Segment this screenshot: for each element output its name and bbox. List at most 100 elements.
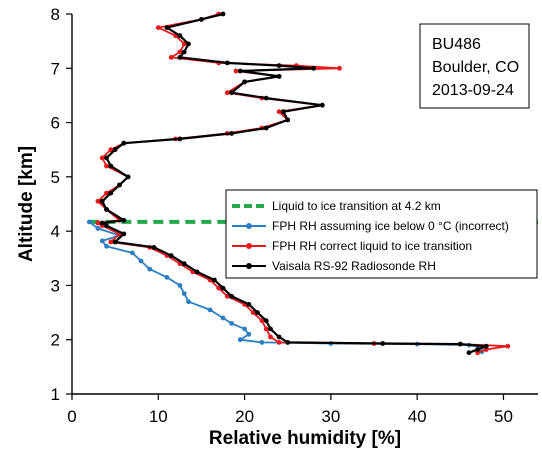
data-point	[268, 326, 273, 332]
data-point	[147, 266, 153, 272]
data-point	[319, 102, 325, 108]
legend-item: FPH RH assuming ice below 0 °C (incorrec…	[232, 219, 509, 233]
data-point	[259, 318, 265, 324]
data-point	[242, 326, 248, 332]
legend-label: FPH RH assuming ice below 0 °C (incorrec…	[272, 219, 509, 233]
legend-marker	[246, 223, 252, 229]
data-point	[237, 68, 243, 74]
y-axis-title: Altitude [km]	[16, 146, 37, 262]
data-point	[224, 60, 230, 66]
data-point	[259, 340, 265, 345]
data-point	[108, 239, 114, 245]
data-point	[164, 25, 170, 30]
data-point	[181, 41, 187, 47]
data-point	[475, 347, 480, 352]
x-tick-label: 40	[408, 407, 427, 426]
data-point	[164, 274, 170, 280]
data-point	[117, 182, 122, 188]
data-point	[233, 68, 239, 74]
x-tick-label: 20	[235, 407, 254, 426]
data-point	[220, 11, 226, 17]
data-point	[224, 293, 230, 299]
legend-item: Liquid to ice transition at 4.2 km	[232, 199, 441, 213]
x-tick-label: 0	[67, 407, 76, 426]
legend-items: Liquid to ice transition at 4.2 km FPH RH…	[232, 199, 509, 273]
data-point	[457, 341, 463, 347]
data-point	[224, 90, 230, 96]
data-point	[181, 49, 187, 55]
data-point	[268, 334, 273, 340]
data-point	[177, 136, 183, 142]
data-point	[220, 285, 226, 291]
legend-item: Vaisala RS-92 Radiosonde RH	[232, 259, 436, 273]
data-point	[216, 285, 222, 291]
legend-frame	[225, 189, 538, 279]
legend-label: FPH RH correct liquid to ice transition	[272, 239, 472, 253]
data-point	[276, 109, 282, 115]
series-3	[99, 11, 489, 356]
data-point	[121, 231, 127, 237]
data-point	[199, 17, 204, 22]
x-ticks: 0 10 20 30 40 50	[67, 394, 513, 426]
annotation-frame	[419, 23, 530, 109]
data-point	[138, 258, 144, 264]
y-tick-label: 7	[51, 59, 60, 78]
data-point	[86, 219, 92, 225]
data-point	[276, 63, 282, 68]
data-point	[168, 55, 174, 60]
data-point	[250, 310, 256, 315]
x-tick-label: 50	[494, 407, 513, 426]
data-point	[285, 117, 291, 123]
y-ticks: 1 2 3 4 5 6 7 8	[51, 5, 72, 404]
y-tick-label: 3	[51, 276, 60, 295]
data-point	[177, 33, 183, 39]
data-point	[121, 217, 127, 223]
data-point	[99, 155, 105, 161]
data-point	[155, 25, 161, 30]
data-point	[483, 343, 489, 349]
data-point	[186, 41, 191, 47]
annotation-line-2: Boulder, CO	[432, 59, 519, 76]
data-point	[263, 318, 269, 324]
legend-marker	[246, 263, 252, 269]
data-point	[95, 220, 101, 226]
data-point	[104, 243, 109, 249]
data-point	[220, 315, 226, 321]
data-point	[276, 74, 282, 79]
data-point	[255, 310, 260, 315]
data-point	[112, 147, 118, 153]
data-point	[99, 238, 105, 244]
data-point	[108, 163, 114, 169]
data-point	[99, 220, 105, 226]
data-point	[181, 291, 187, 296]
data-point	[186, 299, 191, 305]
data-point	[242, 79, 248, 85]
data-point	[276, 340, 282, 345]
data-point	[229, 293, 235, 299]
data-point	[112, 239, 118, 245]
data-point	[246, 331, 252, 337]
data-point	[337, 65, 342, 71]
data-point	[263, 125, 269, 131]
data-point	[237, 337, 243, 343]
x-tick-label: 10	[149, 407, 168, 426]
data-point	[168, 253, 174, 258]
data-point	[177, 49, 183, 55]
y-tick-label: 8	[51, 5, 60, 24]
data-point	[285, 340, 291, 345]
data-point	[177, 55, 183, 60]
annotation-line-1: BU486	[432, 36, 481, 53]
y-tick-label: 5	[51, 168, 60, 187]
data-point	[151, 245, 157, 250]
data-point	[104, 163, 109, 169]
annotation-box: BU486 Boulder, CO 2013-09-24	[419, 23, 530, 109]
data-point	[108, 190, 114, 196]
data-point	[121, 140, 127, 146]
data-point	[281, 109, 286, 115]
data-point	[99, 198, 105, 204]
data-point	[466, 350, 472, 356]
y-tick-label: 6	[51, 114, 60, 133]
legend-label: Liquid to ice transition at 4.2 km	[272, 199, 441, 213]
y-tick-label: 1	[51, 385, 60, 404]
